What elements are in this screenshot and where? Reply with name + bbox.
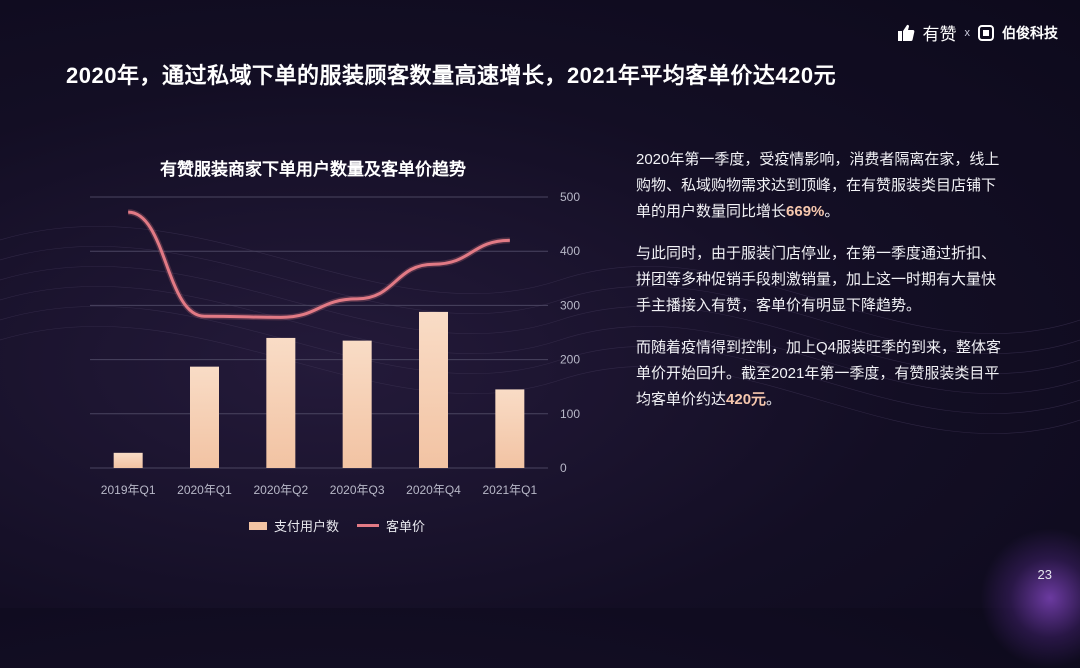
bar <box>343 341 372 468</box>
bar <box>190 367 219 468</box>
legend-item-users: 支付用户数 <box>249 516 339 535</box>
y-tick-label: 500 <box>560 190 580 204</box>
paragraph-2: 与此同时，由于服装门店停业，在第一季度通过折扣、拼团等多种促销手段刺激销量，加上… <box>636 241 1008 319</box>
y-tick-label: 0 <box>560 461 567 475</box>
bar <box>266 338 295 468</box>
x-tick-label: 2019年Q1 <box>101 483 156 497</box>
line-glow <box>128 212 510 317</box>
analysis-text: 2020年第一季度，受疫情影响，消费者隔离在家，线上购物、私域购物需求达到顶峰，… <box>636 147 1008 429</box>
y-tick-label: 200 <box>560 353 580 367</box>
chart-legend: 支付用户数 客单价 <box>249 516 425 535</box>
paragraph-3: 而随着疫情得到控制，加上Q4服装旺季的到来，整体客单价开始回升。截至2021年第… <box>636 335 1008 413</box>
p1-end: 。 <box>824 203 839 220</box>
p3-end: 。 <box>766 391 781 408</box>
y-tick-label: 400 <box>560 244 580 258</box>
y-tick-label: 100 <box>560 407 580 421</box>
p3-text: 而随着疫情得到控制，加上Q4服装旺季的到来，整体客单价开始回升。截至2021年第… <box>636 339 1001 408</box>
bar <box>114 453 143 468</box>
x-tick-label: 2020年Q2 <box>253 483 308 497</box>
x-tick-label: 2020年Q3 <box>330 483 385 497</box>
paragraph-1: 2020年第一季度，受疫情影响，消费者隔离在家，线上购物、私域购物需求达到顶峰，… <box>636 147 1008 225</box>
y-tick-label: 300 <box>560 298 580 312</box>
x-tick-label: 2020年Q1 <box>177 483 232 497</box>
p1-highlight: 669% <box>786 203 824 220</box>
legend-item-price: 客单价 <box>357 516 425 535</box>
bar <box>419 312 448 468</box>
page-number: 23 <box>1038 567 1052 582</box>
legend-swatch-bar <box>249 522 267 530</box>
p3-highlight: 420元 <box>726 391 766 408</box>
x-tick-label: 2020年Q4 <box>406 483 461 497</box>
x-tick-label: 2021年Q1 <box>482 483 537 497</box>
legend-label-price: 客单价 <box>386 516 425 535</box>
legend-swatch-line <box>357 524 379 527</box>
legend-label-users: 支付用户数 <box>274 516 339 535</box>
bar <box>495 389 524 468</box>
p2-text: 与此同时，由于服装门店停业，在第一季度通过折扣、拼团等多种促销手段刺激销量，加上… <box>636 245 996 314</box>
